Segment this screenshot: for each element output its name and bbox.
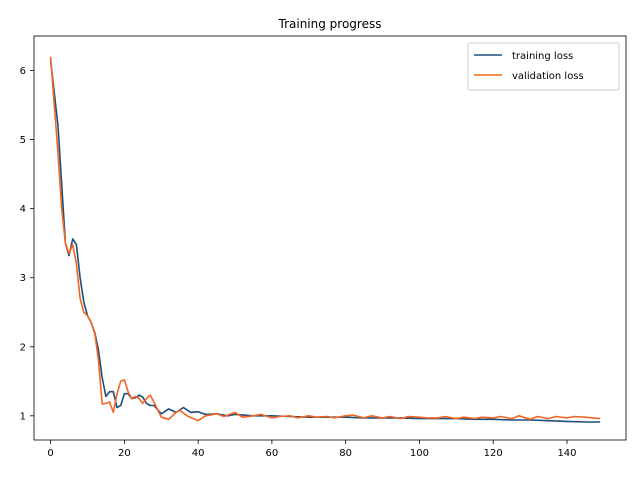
x-tick-label: 80 bbox=[339, 448, 352, 459]
x-tick-label: 120 bbox=[484, 448, 503, 459]
legend: training loss validation loss bbox=[467, 42, 620, 91]
legend-label: training loss bbox=[512, 51, 573, 62]
x-tick-label: 0 bbox=[47, 448, 53, 459]
plot-area bbox=[33, 35, 627, 441]
y-tick-label: 6 bbox=[20, 66, 26, 77]
y-tick-label: 5 bbox=[20, 135, 26, 146]
legend-box bbox=[467, 42, 620, 91]
series-group bbox=[49, 56, 601, 423]
x-tick-label: 60 bbox=[266, 448, 279, 459]
x-tick-label: 100 bbox=[410, 448, 429, 459]
x-tick-label: 20 bbox=[118, 448, 131, 459]
chart-title: Training progress bbox=[278, 17, 382, 31]
series-line-validation-loss bbox=[49, 56, 601, 422]
y-axis: 1 2 3 4 5 6 bbox=[20, 66, 34, 422]
x-tick-label: 140 bbox=[557, 448, 576, 459]
legend-label: validation loss bbox=[512, 71, 584, 82]
y-tick-label: 3 bbox=[20, 273, 26, 284]
x-tick-label: 40 bbox=[192, 448, 205, 459]
y-tick-label: 1 bbox=[20, 411, 26, 422]
y-tick-label: 2 bbox=[20, 342, 26, 353]
y-tick-label: 4 bbox=[20, 204, 26, 215]
x-axis: 0 20 40 60 80 100 120 140 bbox=[47, 440, 577, 459]
